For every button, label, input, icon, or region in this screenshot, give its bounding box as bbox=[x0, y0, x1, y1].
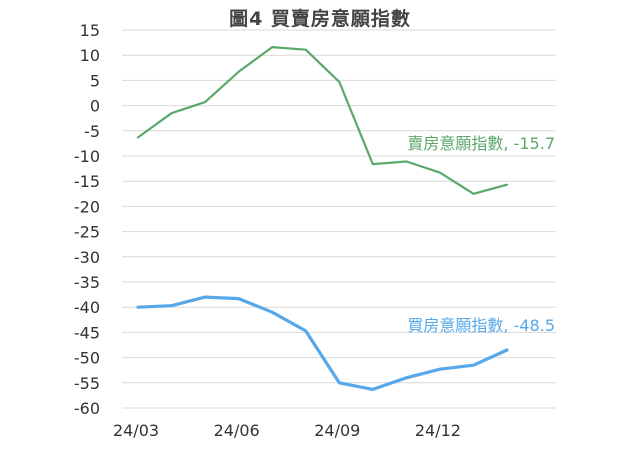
x-tick-label: 24/03 bbox=[113, 421, 159, 440]
grid-layer bbox=[122, 30, 556, 408]
series-layer bbox=[138, 47, 507, 389]
series-line-sell bbox=[138, 47, 507, 194]
x-tick-label: 24/12 bbox=[415, 421, 461, 440]
y-tick-label: -60 bbox=[74, 399, 100, 418]
y-tick-label: -20 bbox=[74, 197, 100, 216]
series-data-label: 賣房意願指數, -15.7 bbox=[407, 134, 555, 153]
y-tick-label: -5 bbox=[84, 122, 100, 141]
series-data-label: 買房意願指數, -48.5 bbox=[407, 316, 555, 335]
y-tick-label: -30 bbox=[74, 248, 100, 267]
label-layer: 賣房意願指數, -15.7 買房意願指數, -48.5 bbox=[407, 134, 555, 335]
series-line-buy bbox=[138, 297, 507, 389]
y-tick-label: 0 bbox=[90, 97, 100, 116]
y-tick-label: -10 bbox=[74, 147, 100, 166]
y-tick-label: 5 bbox=[90, 71, 100, 90]
y-tick-label: -15 bbox=[74, 172, 100, 191]
x-tick-label: 24/09 bbox=[314, 421, 360, 440]
y-tick-label: -55 bbox=[74, 374, 100, 393]
x-tick-label: 24/06 bbox=[214, 421, 260, 440]
y-tick-label: -25 bbox=[74, 223, 100, 242]
y-tick-label: -45 bbox=[74, 323, 100, 342]
axis-layer: 151050-5-10-15-20-25-30-35-40-45-50-55-6… bbox=[74, 21, 461, 440]
y-tick-label: 10 bbox=[80, 46, 100, 65]
y-tick-label: -35 bbox=[74, 273, 100, 292]
y-tick-label: -40 bbox=[74, 298, 100, 317]
y-tick-label: -50 bbox=[74, 349, 100, 368]
chart-title: 圖4 買賣房意願指數 bbox=[0, 4, 640, 31]
